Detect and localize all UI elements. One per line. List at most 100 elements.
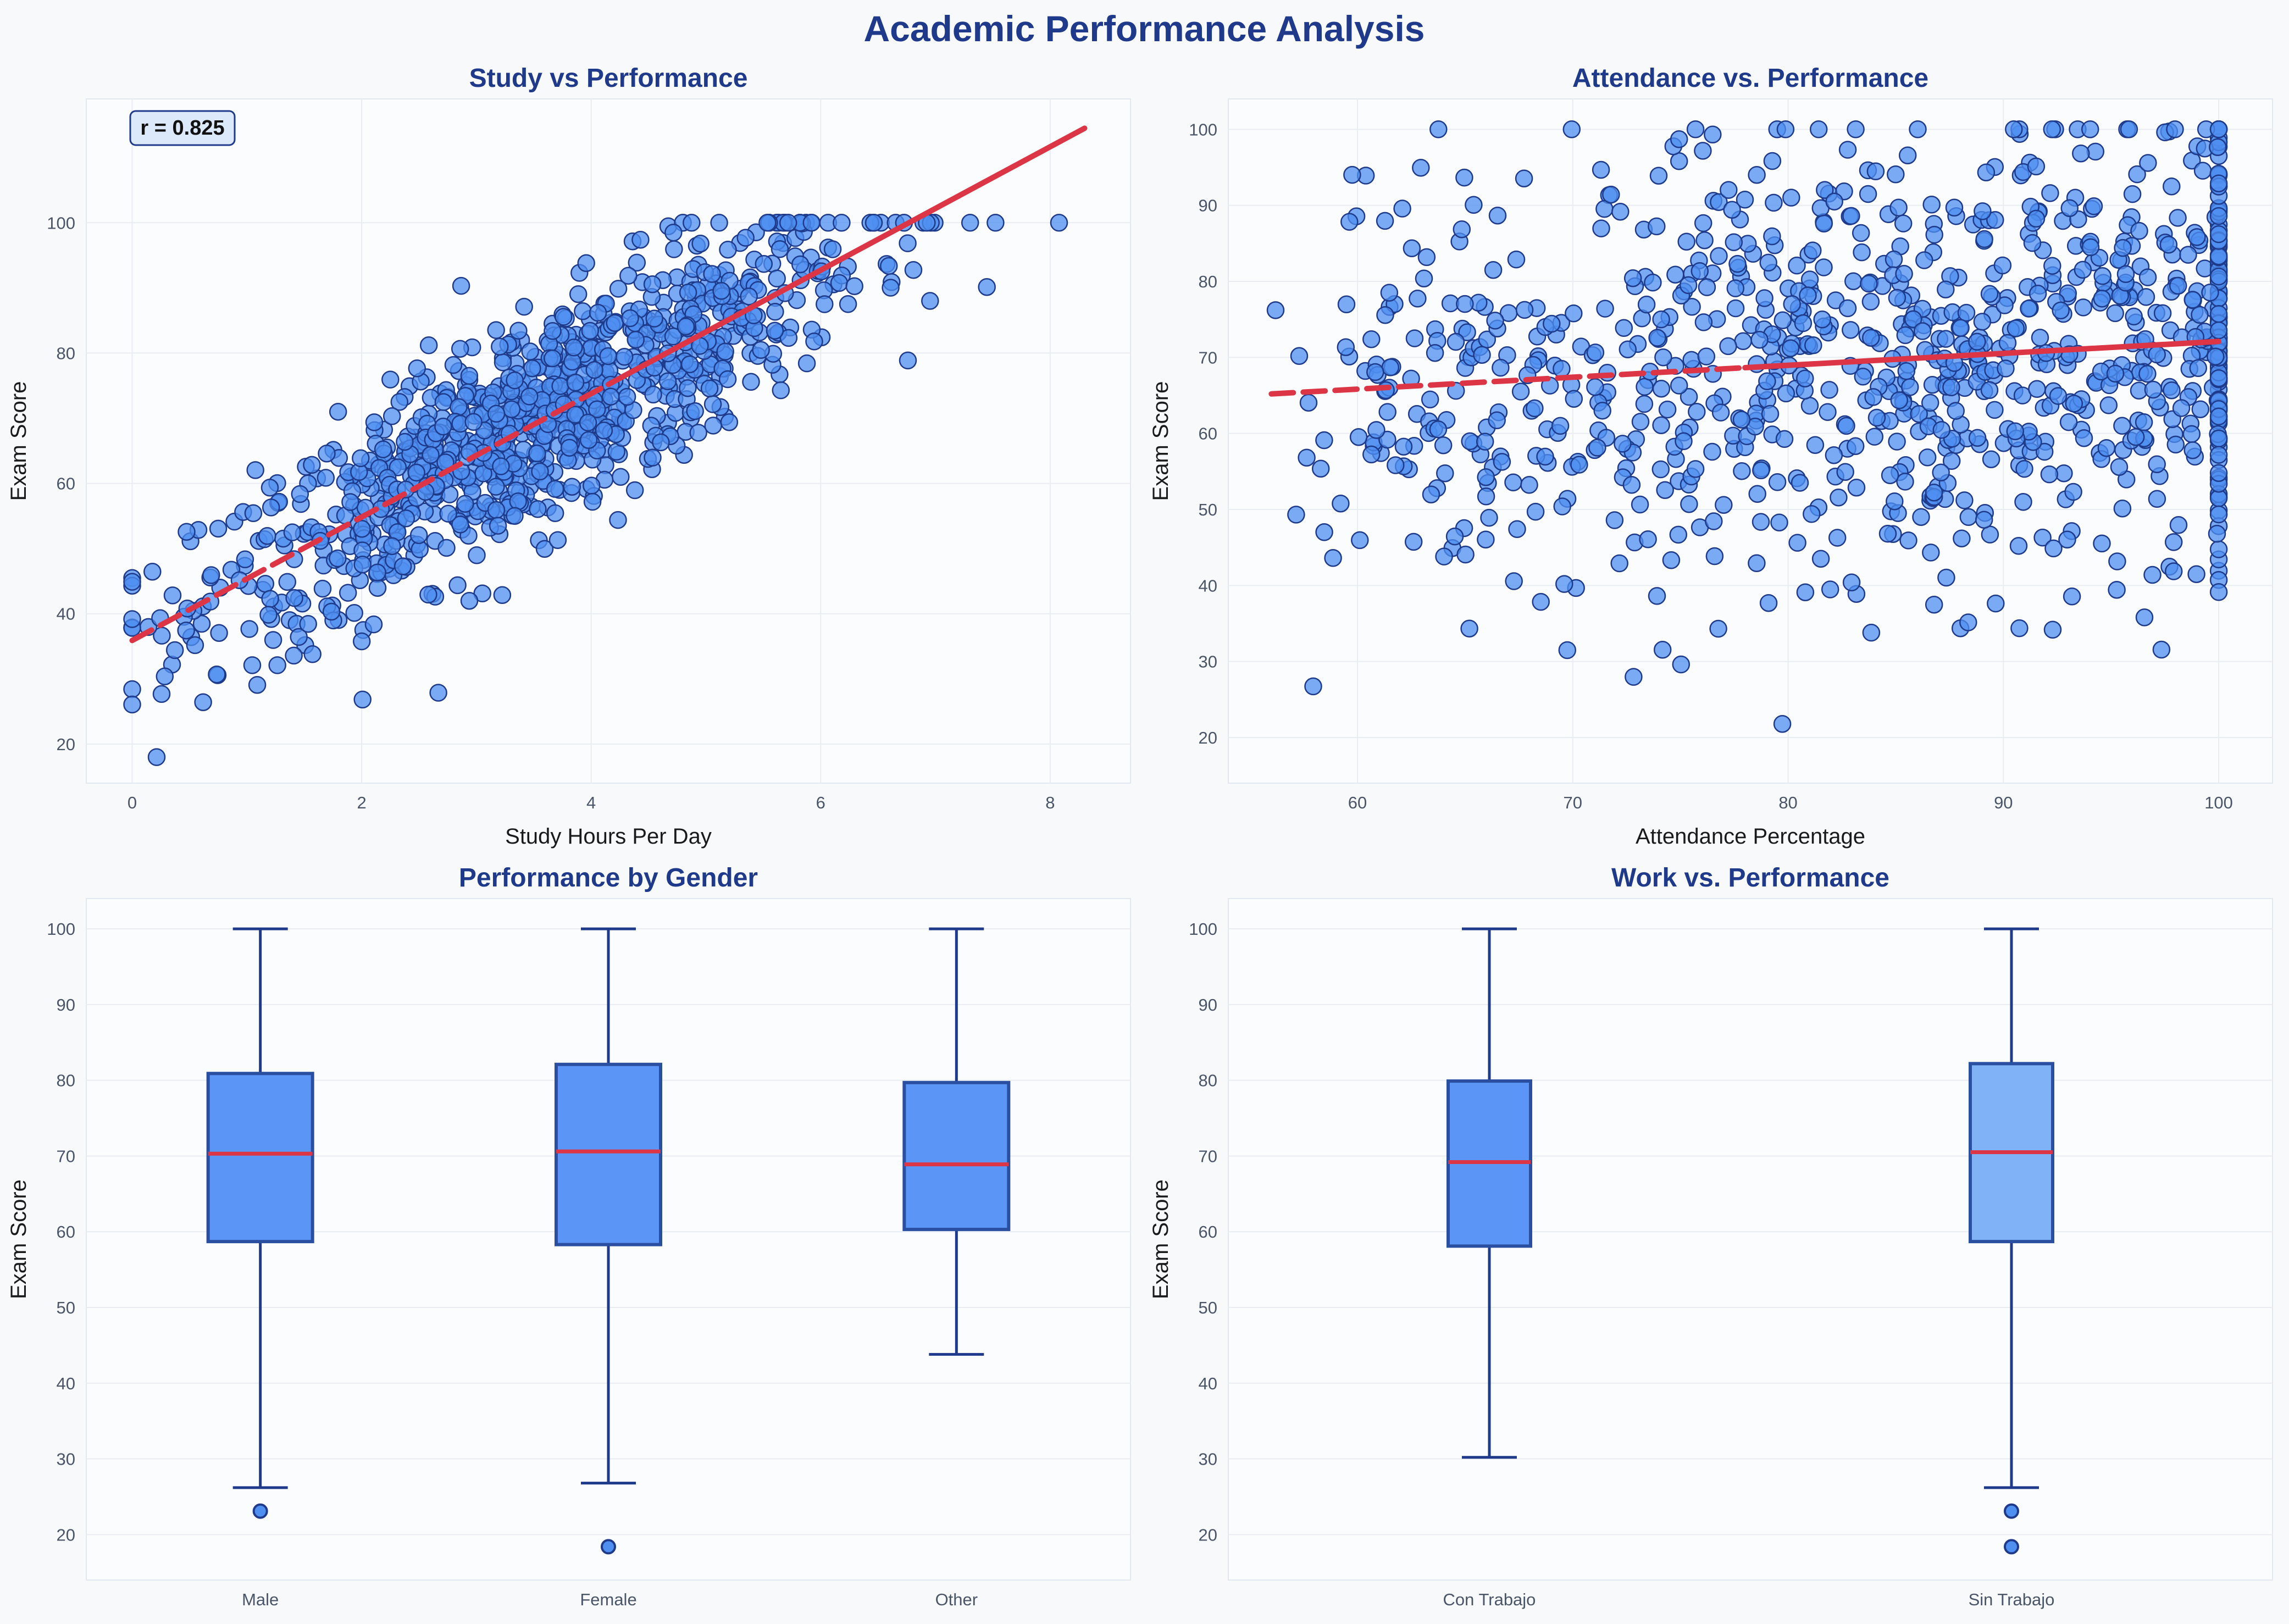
scatter-point xyxy=(1694,313,1713,331)
scatter-point xyxy=(248,675,267,694)
scatter-point xyxy=(2093,534,2111,553)
x-axis-label: Attendance Percentage xyxy=(1636,824,1865,849)
scatter-point xyxy=(1435,547,1453,566)
scatter-point xyxy=(1925,595,1943,614)
scatter-point xyxy=(1558,641,1577,659)
scatter-point xyxy=(2074,260,2092,279)
scatter-point xyxy=(766,322,784,340)
scatter-point xyxy=(2207,347,2225,366)
y-tick-label: 50 xyxy=(1199,500,1217,519)
scatter-point xyxy=(1918,448,1937,467)
scatter-point xyxy=(1596,300,1614,318)
scatter-point xyxy=(779,214,797,232)
scatter-point xyxy=(1947,402,1965,420)
outlier-point xyxy=(2004,1539,2019,1555)
scatter-point xyxy=(2209,446,2228,464)
scatter-point xyxy=(1343,165,1361,184)
box-sin-trabajo xyxy=(1969,927,2054,1555)
scatter-point xyxy=(1791,474,1809,492)
scatter-point xyxy=(1896,473,1914,491)
scatter-point xyxy=(1694,142,1712,160)
scatter-point xyxy=(752,341,770,359)
scatter-point xyxy=(679,379,697,397)
scatter-point xyxy=(1809,120,1828,138)
scatter-point xyxy=(1324,549,1342,567)
scatter-point xyxy=(1705,512,1723,530)
chart-title: Work vs. Performance xyxy=(1611,863,1889,893)
scatter-point xyxy=(2135,413,2153,431)
scatter-point xyxy=(1847,478,1866,497)
y-tick-label: 30 xyxy=(1199,1450,1217,1469)
scatter-point xyxy=(579,413,597,432)
scatter-point xyxy=(1526,399,1544,418)
scatter-point xyxy=(1508,520,1526,539)
scatter-point xyxy=(2043,120,2061,138)
scatter-point xyxy=(1932,463,1950,481)
scatter-point xyxy=(1648,217,1666,236)
scatter-point xyxy=(374,440,392,458)
scatter-point xyxy=(1759,253,1777,272)
x-tick-label: 4 xyxy=(586,793,596,812)
trend-line-solid xyxy=(1742,339,2222,371)
scatter-point xyxy=(1885,250,1903,269)
scatter-point xyxy=(1376,306,1394,324)
scatter-point xyxy=(240,620,258,638)
scatter-point xyxy=(1910,404,1928,423)
scatter-point xyxy=(1698,278,1716,296)
scatter-point xyxy=(1975,511,1993,529)
scatter-point xyxy=(1394,437,1413,456)
scatter-point xyxy=(437,539,456,557)
scatter-point xyxy=(2043,620,2062,639)
scatter-point xyxy=(628,253,646,272)
scatter-point xyxy=(2209,583,2228,601)
y-tick-label: 60 xyxy=(1199,424,1217,444)
scatter-point xyxy=(1748,165,1766,184)
chart-title: Attendance vs. Performance xyxy=(1572,64,1928,93)
scatter-point xyxy=(1592,160,1610,179)
scatter-point xyxy=(1736,191,1754,209)
scatter-point xyxy=(1904,310,1922,329)
scatter-point xyxy=(566,406,584,424)
scatter-point xyxy=(686,402,704,420)
scatter-point xyxy=(1675,432,1693,451)
scatter-point xyxy=(1842,207,1860,225)
scatter-point xyxy=(1776,120,1795,138)
scatter-point xyxy=(2209,321,2228,340)
scatter-point xyxy=(1422,485,1440,503)
scatter-point xyxy=(1765,193,1783,212)
scatter-point xyxy=(830,274,849,292)
scatter-point xyxy=(515,297,533,316)
x-tick-label: 0 xyxy=(128,793,137,812)
scatter-point xyxy=(246,461,264,479)
scatter-point xyxy=(1477,468,1495,486)
scatter-point xyxy=(2191,400,2210,418)
scatter-point xyxy=(1493,453,1511,471)
scatter-point xyxy=(1820,381,1838,399)
scatter-point xyxy=(2209,174,2228,192)
scatter-point xyxy=(986,214,1005,232)
scatter-point xyxy=(487,478,505,496)
scatter-point xyxy=(208,665,226,684)
scatter-point xyxy=(1862,329,1880,347)
scatter-point xyxy=(1488,411,1506,430)
scatter-point xyxy=(487,404,506,423)
scatter-point xyxy=(313,579,332,598)
scatter-point xyxy=(1945,198,1964,217)
y-axis-label: Exam Score xyxy=(1149,1179,1173,1299)
scatter-point xyxy=(643,275,662,293)
scatter-point xyxy=(1993,256,2012,275)
scatter-point xyxy=(1804,241,1822,260)
scatter-point xyxy=(1614,435,1632,453)
scatter-point xyxy=(1889,198,1908,217)
scatter-point xyxy=(2099,396,2118,414)
scatter-point xyxy=(742,373,760,391)
y-tick-label: 80 xyxy=(57,343,75,363)
scatter-point xyxy=(1975,230,1993,248)
scatter-point xyxy=(864,214,883,232)
scatter-point xyxy=(1982,450,2000,468)
scatter-point xyxy=(2209,267,2228,286)
scatter-point xyxy=(2044,539,2063,558)
scatter-point xyxy=(1867,408,1886,427)
scatter-point xyxy=(1959,508,1978,526)
scatter-point xyxy=(2163,177,2181,196)
